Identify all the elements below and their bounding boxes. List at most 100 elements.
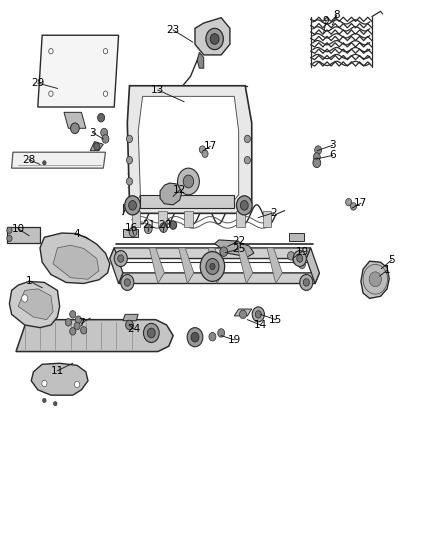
Polygon shape [289,233,304,241]
Text: 5: 5 [388,255,395,265]
Circle shape [42,380,47,386]
Polygon shape [123,229,138,237]
Circle shape [65,250,72,259]
Text: 19: 19 [228,335,241,345]
Circle shape [127,177,133,185]
Text: 4: 4 [74,229,81,239]
Text: 16: 16 [125,223,138,233]
Polygon shape [179,248,194,284]
Polygon shape [16,320,173,352]
Circle shape [21,295,28,302]
Circle shape [293,256,300,264]
Circle shape [298,260,305,269]
Polygon shape [90,142,103,151]
Circle shape [313,153,320,161]
Bar [141,195,234,208]
Polygon shape [38,35,119,107]
Circle shape [218,329,225,337]
Circle shape [363,264,388,294]
Circle shape [183,175,194,188]
Polygon shape [197,52,204,68]
Circle shape [293,251,306,266]
Polygon shape [64,112,86,128]
Text: 1: 1 [26,276,32,286]
Polygon shape [149,248,164,284]
Circle shape [118,255,124,262]
Polygon shape [267,248,283,284]
Circle shape [210,263,215,270]
Circle shape [313,158,321,167]
Circle shape [49,49,53,54]
Polygon shape [10,281,60,328]
Circle shape [314,146,321,155]
Polygon shape [123,314,138,321]
Circle shape [53,401,57,406]
Circle shape [127,157,133,164]
Polygon shape [18,289,53,320]
Circle shape [199,146,205,154]
Polygon shape [40,233,110,284]
Circle shape [70,328,76,335]
Text: 2: 2 [270,208,277,218]
Circle shape [103,91,108,96]
Polygon shape [158,211,166,227]
Circle shape [42,398,46,402]
Circle shape [145,224,152,233]
Circle shape [177,168,199,195]
Circle shape [206,259,219,274]
Text: 23: 23 [166,25,180,35]
Text: 6: 6 [329,150,336,160]
Polygon shape [160,183,182,205]
Text: 21: 21 [142,220,156,230]
Circle shape [125,196,141,215]
Circle shape [101,128,108,137]
Text: 14: 14 [254,320,267,330]
Text: 9: 9 [323,17,329,27]
Circle shape [300,274,313,290]
Circle shape [7,227,12,233]
Circle shape [75,316,81,324]
Circle shape [237,196,252,215]
Polygon shape [12,152,106,168]
Circle shape [103,49,108,54]
Circle shape [240,310,247,319]
Text: 10: 10 [11,224,25,234]
Circle shape [159,223,167,232]
Polygon shape [53,245,99,279]
Text: 8: 8 [334,10,340,20]
Circle shape [210,34,219,44]
Polygon shape [132,211,141,227]
Circle shape [244,135,251,143]
Polygon shape [7,227,40,243]
Circle shape [49,91,53,96]
Circle shape [187,328,203,347]
Text: 19: 19 [295,247,309,256]
Text: 1: 1 [384,265,390,275]
Circle shape [202,150,208,158]
Polygon shape [184,211,193,227]
Polygon shape [119,273,319,284]
Circle shape [70,311,76,318]
Circle shape [129,227,137,237]
Circle shape [98,114,105,122]
Polygon shape [237,248,253,284]
Circle shape [121,274,134,290]
Circle shape [127,135,133,143]
Polygon shape [110,248,311,259]
Circle shape [65,319,71,326]
Circle shape [288,252,294,260]
Circle shape [244,157,251,164]
Circle shape [81,327,87,334]
Circle shape [255,311,261,318]
Circle shape [200,252,225,281]
Circle shape [102,135,109,143]
Circle shape [148,328,155,338]
Circle shape [209,333,216,341]
Circle shape [7,235,12,241]
Text: 24: 24 [127,324,141,334]
Polygon shape [125,86,252,213]
Text: 28: 28 [22,155,36,165]
Polygon shape [361,261,389,298]
Polygon shape [237,211,245,227]
Text: 15: 15 [269,314,283,325]
